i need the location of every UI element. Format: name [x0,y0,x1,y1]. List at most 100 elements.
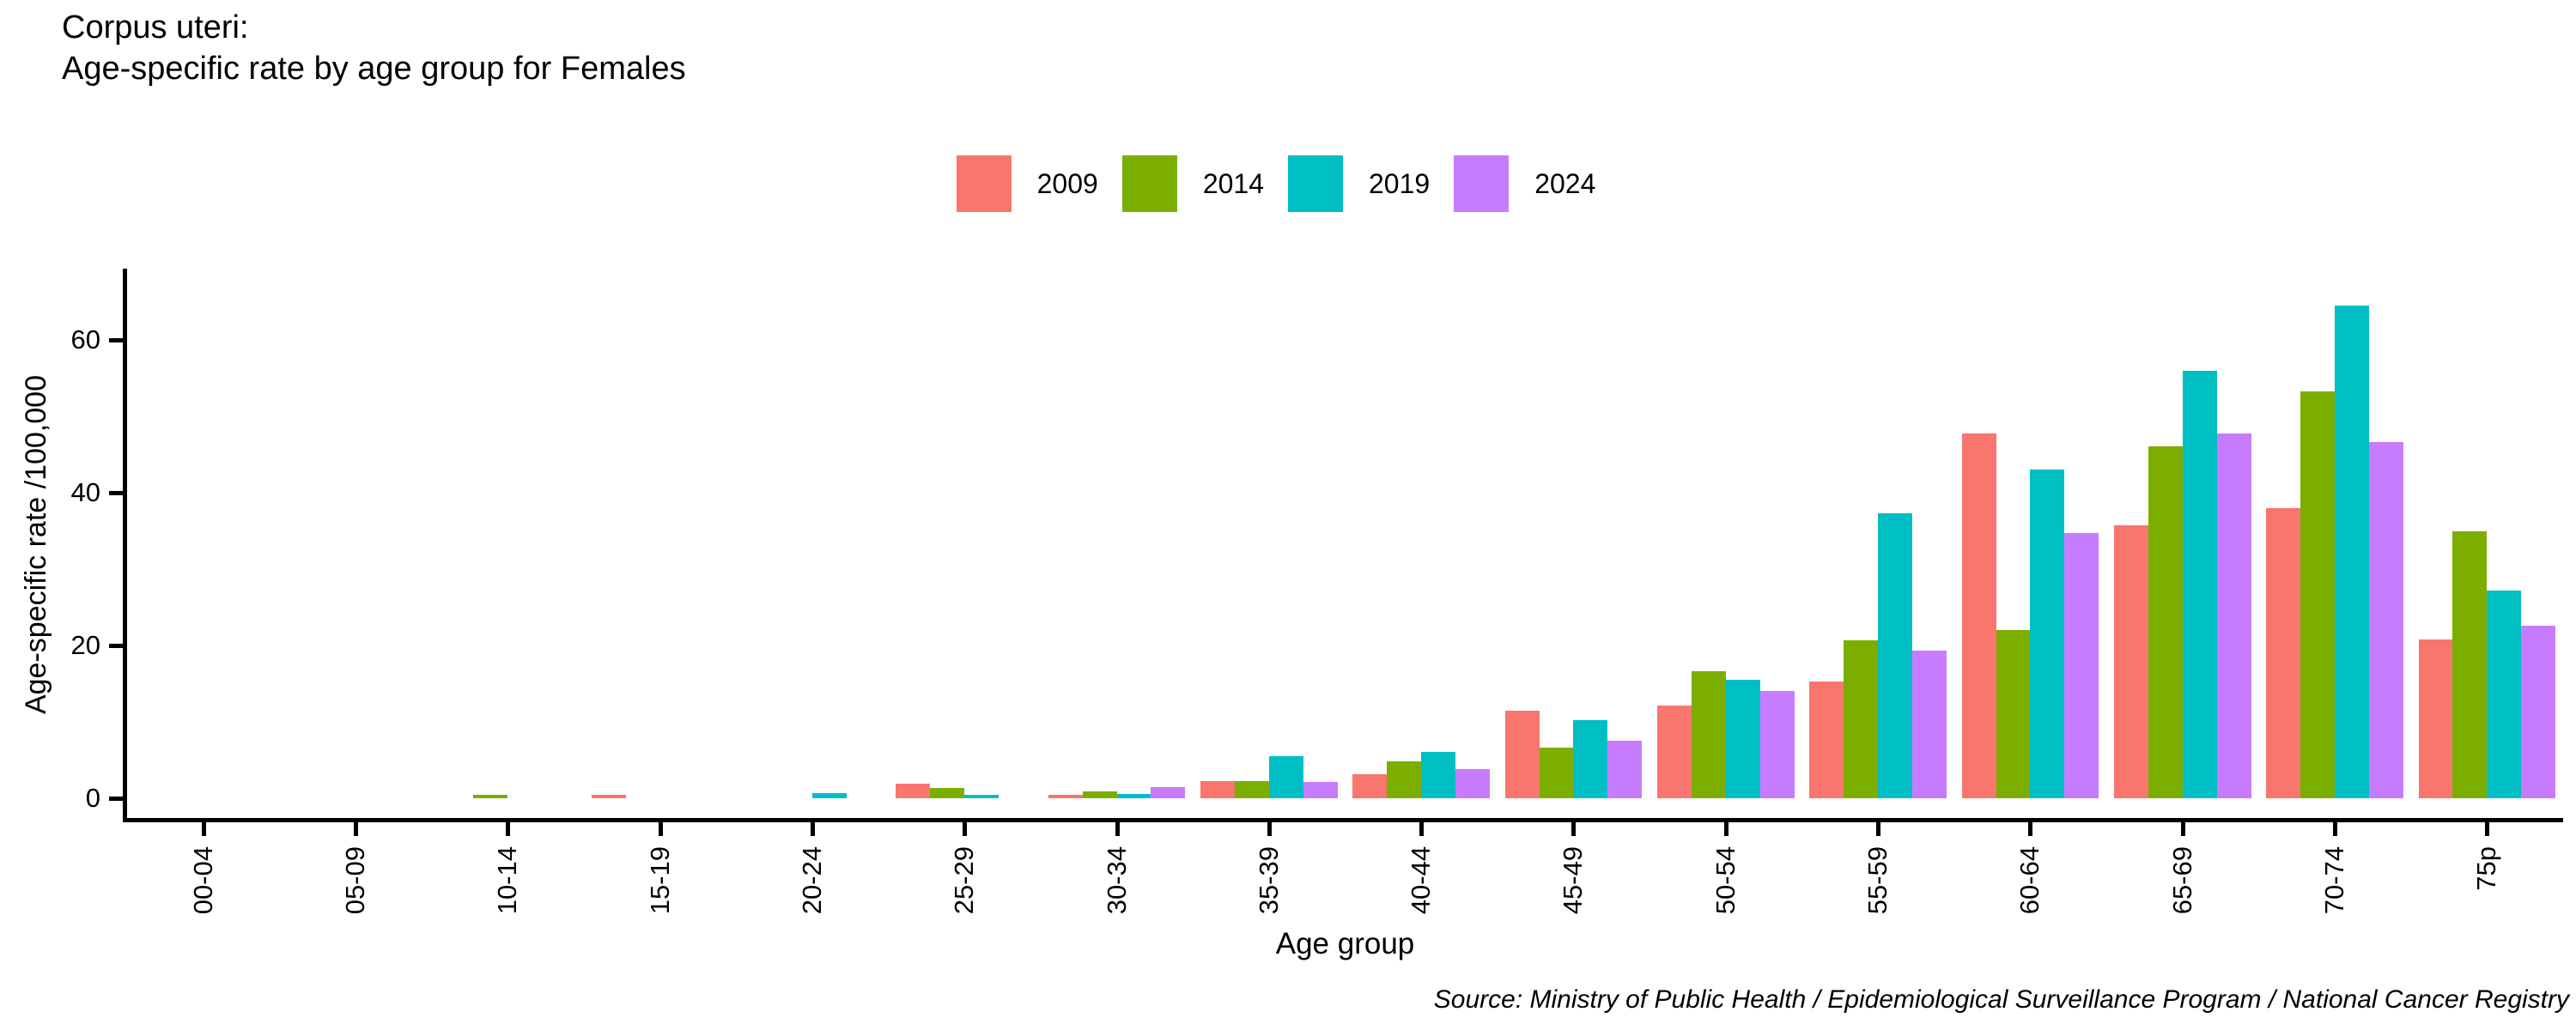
bar-2014-65-69 [2148,445,2183,798]
bar-2024-75p [2521,625,2556,798]
legend: 2009 2014 2019 2024 [0,153,2576,215]
x-tick-label: 50-54 [1710,846,1741,915]
x-tick-label: 10-14 [492,846,523,915]
legend-label: 2009 [1036,167,1098,199]
source-note: Source: Ministry of Public Health / Epid… [1433,985,2569,1014]
x-tick-label: 70-74 [2319,846,2350,915]
x-tick-label-wrap: 40-44 [1357,846,1485,984]
x-tick-label: 00-04 [187,846,218,915]
x-tick [810,822,815,836]
x-tick-label-wrap: 10-14 [443,846,572,984]
legend-label: 2024 [1534,167,1596,199]
bar-2024-35-39 [1303,782,1338,798]
bar-2009-45-49 [1504,710,1540,798]
bar-2014-40-44 [1387,761,1422,798]
y-tick-label: 0 [85,783,100,813]
bar-2019-75p [2487,590,2522,798]
bar-2009-60-64 [1961,433,1996,798]
x-tick-label-wrap: 00-04 [139,846,268,984]
y-tick-label: 60 [70,324,100,354]
y-tick [109,491,123,495]
x-tick [2028,822,2033,836]
bar-2019-70-74 [2335,305,2369,798]
bar-2024-50-54 [1759,690,1795,798]
bar-2009-50-54 [1656,706,1692,798]
bar-2024-30-34 [1151,786,1186,798]
x-tick-label: 40-44 [1406,846,1437,915]
bar-2019-30-34 [1116,793,1151,798]
x-tick [1876,822,1881,836]
x-tick-label-wrap: 65-69 [2118,846,2247,984]
bar-2019-45-49 [1573,720,1608,798]
bar-2014-55-59 [1844,639,1879,798]
bar-2024-60-64 [2064,533,2099,798]
x-tick-label: 45-49 [1558,846,1589,915]
y-tick-label: 20 [70,630,100,660]
bar-2019-40-44 [1421,751,1456,798]
x-tick-label-wrap: 35-39 [1205,846,1334,984]
bar-2014-50-54 [1691,671,1726,798]
x-tick [1419,822,1425,836]
legend-swatch-2024 [1454,155,1510,212]
x-tick [2485,822,2490,836]
x-tick-label-wrap: 55-59 [1814,846,1942,984]
x-tick-label: 65-69 [2166,846,2197,915]
bar-2009-30-34 [1048,794,1083,798]
chart-title: Corpus uteri: Age-specific rate by age g… [62,7,686,89]
x-tick-label-wrap: 20-24 [748,846,877,984]
bar-2014-35-39 [1234,781,1269,798]
bar-2019-25-29 [964,794,999,798]
bar-2009-35-39 [1200,780,1235,798]
title-line-1: Corpus uteri: [62,9,249,45]
x-tick [1723,822,1728,836]
x-axis-line [123,818,2563,822]
legend-swatch-2014 [1121,155,1177,212]
bar-2024-70-74 [2368,442,2403,798]
legend-item-2024: 2024 [1454,155,1619,212]
x-tick-label: 30-34 [1101,846,1132,915]
bar-2019-20-24 [811,792,847,798]
x-tick [1571,822,1577,836]
x-tick-label-wrap: 50-54 [1662,846,1790,984]
bar-2019-55-59 [1878,513,1912,798]
legend-item-2009: 2009 [956,155,1122,212]
y-tick-label: 40 [70,477,100,507]
x-tick [353,822,358,836]
bar-2024-45-49 [1607,741,1643,798]
y-tick [109,338,123,342]
x-tick-label-wrap: 45-49 [1509,846,1637,984]
bar-2009-15-19 [591,794,626,798]
bar-2019-60-64 [2030,470,2065,798]
x-tick-label-wrap: 25-29 [900,846,1029,984]
bar-2009-25-29 [896,784,931,798]
bar-2014-45-49 [1539,748,1574,798]
bar-2024-55-59 [1911,651,1947,798]
x-tick-label: 55-59 [1862,846,1893,915]
y-tick [109,644,123,648]
x-tick-label: 05-09 [339,846,370,915]
bar-2014-75p [2452,530,2488,798]
y-tick [109,797,123,801]
bar-2009-75p [2418,639,2453,798]
legend-item-2014: 2014 [1121,155,1288,212]
x-tick-label: 75p [2471,846,2502,891]
legend-item-2019: 2019 [1288,155,1454,212]
title-line-2: Age-specific rate by age group for Femal… [62,51,686,87]
bar-2024-65-69 [2216,433,2251,798]
x-tick-label-wrap: 15-19 [596,846,725,984]
legend-label: 2014 [1202,167,1264,199]
x-tick-label-wrap: 60-64 [1965,846,2094,984]
bar-2019-35-39 [1268,756,1303,798]
legend-swatch-2019 [1288,155,1343,212]
x-axis-title: Age group [1275,927,1415,960]
legend-label: 2019 [1369,167,1431,199]
bar-2009-40-44 [1352,774,1388,798]
x-tick [2333,822,2338,836]
x-tick-label: 15-19 [644,846,675,915]
bar-2009-70-74 [2266,507,2301,798]
x-tick [2180,822,2185,836]
bar-2019-65-69 [2182,371,2217,798]
bar-2014-10-14 [473,794,508,798]
legend-swatch-2009 [956,155,1012,212]
x-tick-label-wrap: 05-09 [291,846,420,984]
